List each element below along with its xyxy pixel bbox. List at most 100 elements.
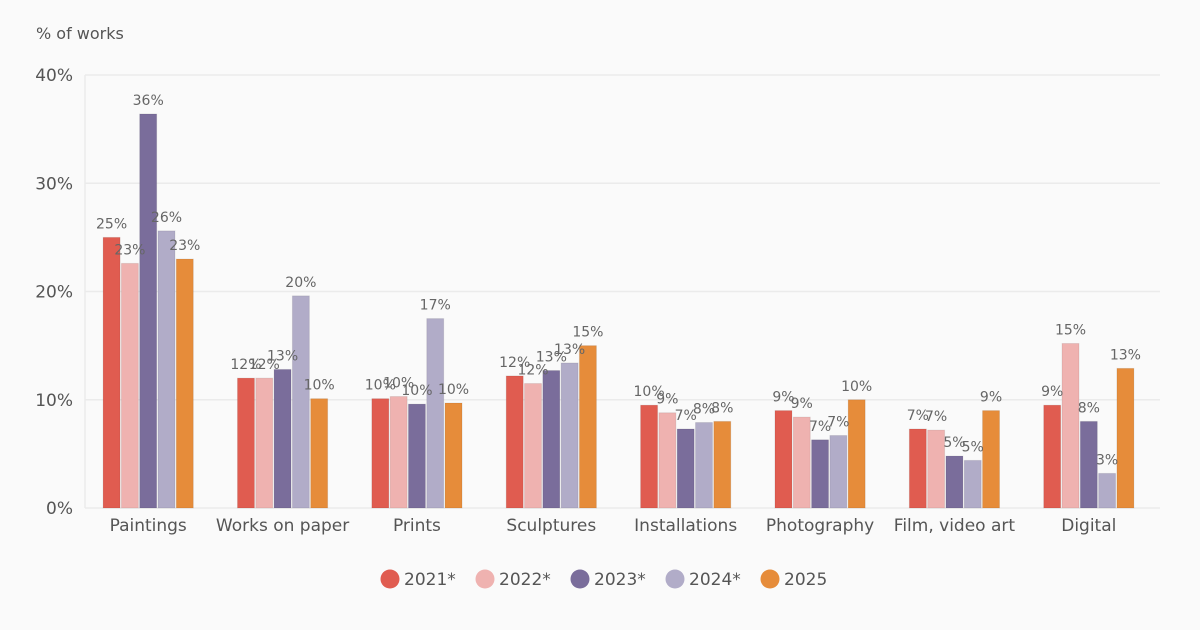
data-label: 9% xyxy=(1041,384,1063,400)
bar-2023-works-on-paper xyxy=(273,368,292,509)
bar-2021-works-on-paper xyxy=(236,377,255,509)
data-label: 7% xyxy=(907,408,929,424)
bar-2021-photography xyxy=(774,410,793,509)
bar-2024-paintings xyxy=(157,230,176,509)
bar-2025-photography xyxy=(847,399,866,509)
legend-item[interactable]: 2024* xyxy=(665,569,741,591)
data-label: 10% xyxy=(401,383,432,399)
bar-2022-paintings xyxy=(120,262,139,509)
data-label: 13% xyxy=(536,350,567,366)
x-category-label: Works on paper xyxy=(216,516,349,536)
data-label: 26% xyxy=(151,210,182,226)
data-label: 23% xyxy=(114,242,145,258)
bar-2023-installations xyxy=(676,428,695,509)
bar-2021-prints xyxy=(371,398,390,509)
legend-marker-icon xyxy=(665,569,685,589)
data-label: 13% xyxy=(554,342,585,358)
bar-2024-sculptures xyxy=(560,362,579,509)
bar-2021-digital xyxy=(1043,404,1062,509)
data-label: 9% xyxy=(791,396,813,412)
data-label: 9% xyxy=(656,392,678,408)
bar-2025-works-on-paper xyxy=(310,398,329,509)
bar-2022-installations xyxy=(658,412,677,509)
bar-2023-photography xyxy=(811,439,830,509)
legend-label: 2023* xyxy=(594,570,646,590)
data-label: 12% xyxy=(230,357,261,373)
bar-2024-photography xyxy=(829,434,848,509)
bar-2025-paintings xyxy=(175,258,194,509)
x-category-label: Digital xyxy=(1061,516,1116,536)
legend-marker-icon xyxy=(760,569,780,589)
bar-2025-sculptures xyxy=(578,345,597,509)
data-label: 3% xyxy=(1096,452,1118,468)
legend-label: 2022* xyxy=(499,570,551,590)
legend-label: 2025 xyxy=(784,570,827,590)
x-axis-categories: Paintings Works on paper Prints Sculptures I… xyxy=(110,516,1117,536)
data-label: 9% xyxy=(772,390,794,406)
data-label: 8% xyxy=(693,401,715,417)
bar-2025-prints xyxy=(444,402,463,509)
bar-2021-paintings xyxy=(102,236,121,509)
data-label: 7% xyxy=(675,408,697,424)
data-label: 20% xyxy=(285,275,316,291)
bar-2025-digital xyxy=(1116,367,1135,509)
bar-2023-digital xyxy=(1079,420,1098,509)
legend-label: 2021* xyxy=(404,570,456,590)
y-tick-label: 40% xyxy=(35,66,73,86)
data-label: 12% xyxy=(499,355,530,371)
legend-marker-icon xyxy=(570,569,590,589)
x-category-label: Film, video art xyxy=(894,516,1016,536)
x-category-label: Installations xyxy=(634,516,737,536)
data-label: 15% xyxy=(1055,322,1086,338)
data-label: 12% xyxy=(249,357,280,373)
bar-2021-installations xyxy=(640,404,659,509)
legend-marker-icon xyxy=(475,569,495,589)
data-label: 10% xyxy=(841,379,872,395)
bar-2022-film-video-art xyxy=(927,429,946,509)
bar-2022-photography xyxy=(792,416,811,509)
y-tick-label: 20% xyxy=(35,283,73,303)
legend-item[interactable]: 2025 xyxy=(760,569,828,591)
data-label: 12% xyxy=(517,363,548,379)
y-tick-label: 10% xyxy=(35,391,73,411)
data-label: 9% xyxy=(980,390,1002,406)
data-label: 7% xyxy=(809,419,831,435)
data-label: 23% xyxy=(169,238,200,254)
legend-item[interactable]: 2023* xyxy=(570,569,646,591)
bar-2024-digital xyxy=(1098,472,1117,509)
x-category-label: Paintings xyxy=(110,516,187,536)
bar-2022-works-on-paper xyxy=(255,377,274,509)
legend-item[interactable]: 2022* xyxy=(475,569,551,591)
data-label: 8% xyxy=(1078,400,1100,416)
bar-2024-prints xyxy=(426,318,445,509)
y-tick-label: 0% xyxy=(46,499,73,519)
data-label: 5% xyxy=(962,439,984,455)
y-axis-title: % of works xyxy=(36,24,124,43)
data-label: 10% xyxy=(383,376,414,392)
bar-2023-prints xyxy=(407,403,426,509)
bar-2022-prints xyxy=(389,396,408,509)
bar-2022-sculptures xyxy=(524,383,543,509)
data-labels: 25%23%36%26%23%12%12%13%20%10% 10%10%10%1… xyxy=(96,93,1141,468)
data-label: 10% xyxy=(438,382,469,398)
data-label: 25% xyxy=(96,216,127,232)
data-label: 7% xyxy=(827,414,849,430)
bar-2024-works-on-paper xyxy=(291,295,310,509)
legend-item[interactable]: 2021* xyxy=(380,569,456,591)
data-label: 10% xyxy=(634,384,665,400)
bar-2023-film-video-art xyxy=(945,455,964,509)
x-category-label: Photography xyxy=(766,516,874,536)
data-label: 15% xyxy=(572,325,603,341)
bar-2021-film-video-art xyxy=(908,428,927,509)
data-label: 10% xyxy=(304,378,335,394)
data-label: 36% xyxy=(133,93,164,109)
bar-2025-film-video-art xyxy=(982,410,1001,509)
y-tick-label: 30% xyxy=(35,174,73,194)
data-label: 13% xyxy=(267,348,298,364)
data-label: 8% xyxy=(711,400,733,416)
bars xyxy=(102,113,1135,509)
bar-2022-digital xyxy=(1061,342,1080,509)
x-category-label: Prints xyxy=(393,516,441,536)
data-label: 13% xyxy=(1110,347,1141,363)
